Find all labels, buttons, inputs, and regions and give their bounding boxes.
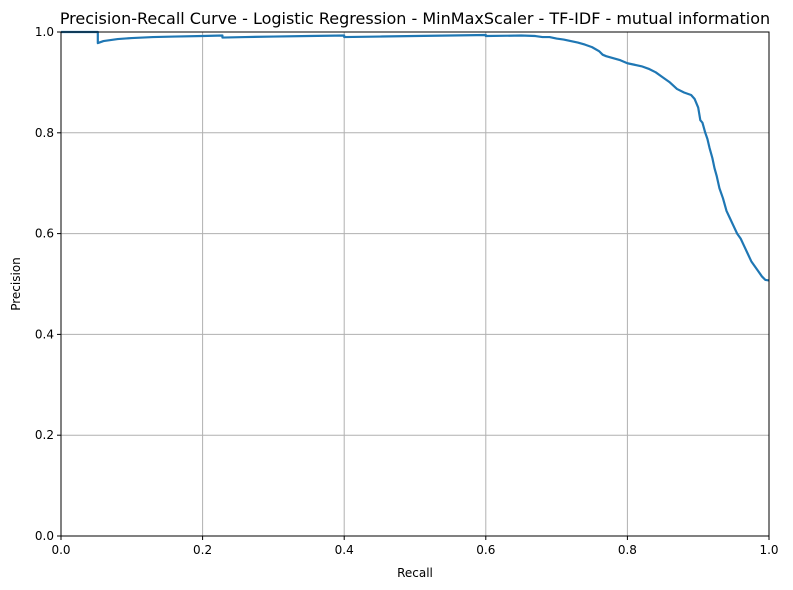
y-tick-label: 0.2 — [35, 428, 54, 442]
x-tick-label: 0.8 — [618, 543, 637, 557]
curve-layer — [61, 30, 770, 282]
y-tick-label: 0.6 — [35, 227, 54, 241]
y-axis-label: Precision — [9, 257, 23, 311]
x-tick-label: 0.0 — [51, 543, 70, 557]
y-tick-label: 0.0 — [35, 529, 54, 543]
axis-ticks: 0.0 0.2 0.4 0.6 0.8 1.0 0.0 0.2 0.4 0.6 0.8 1.0 — [35, 25, 779, 557]
y-tick-label: 0.4 — [35, 327, 54, 341]
x-tick-label: 0.2 — [193, 543, 212, 557]
y-tick-label: 0.8 — [35, 126, 54, 140]
plot-frame — [60, 31, 770, 537]
x-tick-label: 0.6 — [476, 543, 495, 557]
x-axis-label: Recall — [397, 566, 433, 580]
x-tick-label: 0.4 — [335, 543, 354, 557]
grid — [60, 31, 770, 537]
y-tick-label: 1.0 — [35, 25, 54, 39]
chart-title: Precision-Recall Curve - Logistic Regres… — [60, 9, 770, 28]
pr-curve-line — [61, 30, 770, 282]
x-tick-label: 1.0 — [759, 543, 778, 557]
